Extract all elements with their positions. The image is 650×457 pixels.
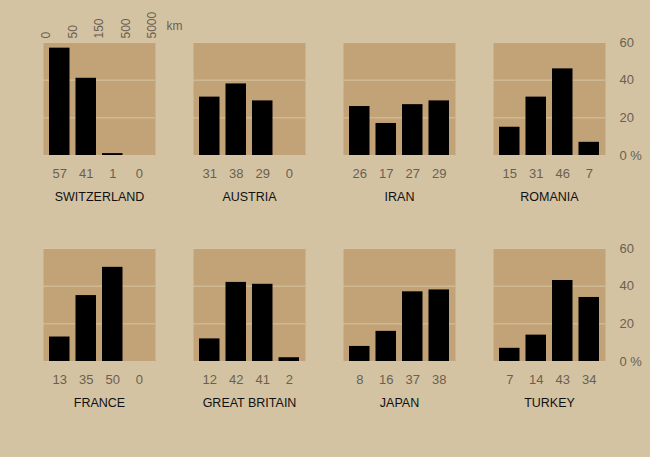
svg-text:2: 2 <box>286 372 293 387</box>
svg-text:15: 15 <box>503 166 517 181</box>
svg-text:29: 29 <box>256 166 270 181</box>
svg-text:14: 14 <box>529 372 543 387</box>
svg-text:41: 41 <box>79 166 93 181</box>
svg-text:5000: 5000 <box>145 11 159 38</box>
svg-text:40: 40 <box>620 278 634 293</box>
svg-text:7: 7 <box>586 166 593 181</box>
svg-text:0 %: 0 % <box>620 354 643 369</box>
svg-text:12: 12 <box>203 372 217 387</box>
svg-text:IRAN: IRAN <box>385 190 415 204</box>
svg-text:1: 1 <box>109 166 116 181</box>
svg-text:60: 60 <box>620 35 634 50</box>
svg-text:ROMANIA: ROMANIA <box>520 190 579 204</box>
svg-text:31: 31 <box>529 166 543 181</box>
svg-text:26: 26 <box>353 166 367 181</box>
svg-text:8: 8 <box>356 372 363 387</box>
svg-text:42: 42 <box>229 372 243 387</box>
svg-text:16: 16 <box>379 372 393 387</box>
svg-text:31: 31 <box>203 166 217 181</box>
svg-text:AUSTRIA: AUSTRIA <box>222 190 277 204</box>
svg-text:0: 0 <box>286 166 293 181</box>
svg-text:41: 41 <box>256 372 270 387</box>
svg-text:38: 38 <box>432 372 446 387</box>
svg-text:35: 35 <box>79 372 93 387</box>
svg-text:150: 150 <box>92 18 106 38</box>
svg-text:0: 0 <box>136 166 143 181</box>
svg-text:TURKEY: TURKEY <box>524 396 575 410</box>
svg-text:JAPAN: JAPAN <box>380 396 419 410</box>
svg-text:0: 0 <box>136 372 143 387</box>
svg-text:0 %: 0 % <box>620 148 643 163</box>
svg-text:34: 34 <box>582 372 596 387</box>
svg-text:0: 0 <box>39 32 53 39</box>
svg-text:17: 17 <box>379 166 393 181</box>
svg-text:50: 50 <box>66 25 80 39</box>
svg-text:27: 27 <box>406 166 420 181</box>
svg-text:500: 500 <box>119 18 133 38</box>
svg-text:57: 57 <box>53 166 67 181</box>
svg-text:43: 43 <box>556 372 570 387</box>
svg-text:60: 60 <box>620 241 634 256</box>
svg-text:50: 50 <box>106 372 120 387</box>
svg-text:7: 7 <box>506 372 513 387</box>
svg-text:FRANCE: FRANCE <box>74 396 125 410</box>
svg-text:km: km <box>167 19 183 33</box>
svg-text:40: 40 <box>620 72 634 87</box>
svg-text:GREAT BRITAIN: GREAT BRITAIN <box>203 396 297 410</box>
svg-text:37: 37 <box>406 372 420 387</box>
svg-text:SWITZERLAND: SWITZERLAND <box>55 190 145 204</box>
svg-text:46: 46 <box>556 166 570 181</box>
svg-text:20: 20 <box>620 316 634 331</box>
svg-text:29: 29 <box>432 166 446 181</box>
svg-text:20: 20 <box>620 110 634 125</box>
svg-text:38: 38 <box>229 166 243 181</box>
svg-text:13: 13 <box>53 372 67 387</box>
